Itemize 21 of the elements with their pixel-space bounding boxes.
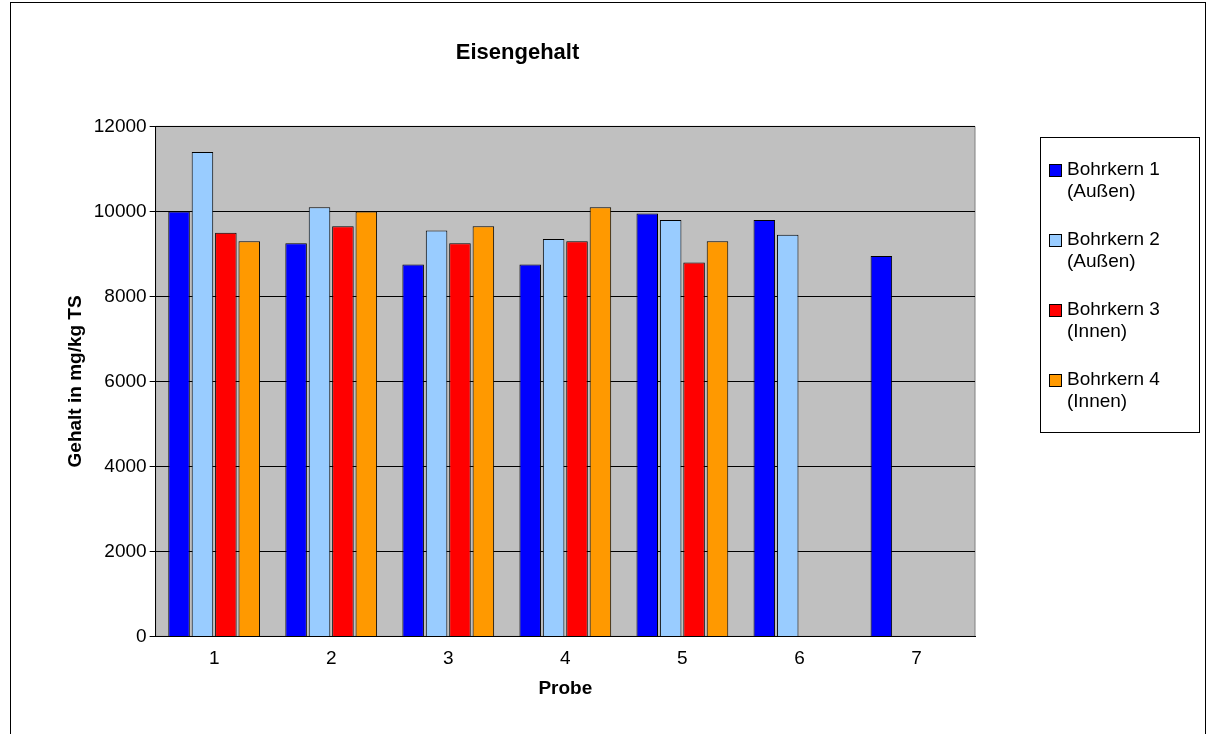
x-tick-label: 2 — [325, 647, 337, 669]
chart-title: Eisengehalt — [455, 39, 580, 65]
y-tick-label: 12000 — [93, 114, 147, 136]
x-tick-label: 6 — [794, 647, 805, 669]
legend-label: Bohrkern 3 (Innen) — [1067, 298, 1161, 342]
y-tick-label: 10000 — [93, 199, 147, 221]
y-tick-label: 2000 — [104, 539, 147, 561]
legend-label: Bohrkern 2 (Außen) — [1067, 228, 1161, 272]
y-tick-label: 8000 — [104, 284, 147, 306]
legend-label: Bohrkern 1 (Außen) — [1067, 158, 1161, 202]
y-tick-label: 6000 — [104, 369, 147, 391]
x-tick-label: 4 — [560, 647, 572, 669]
y-tick-label: 4000 — [104, 454, 147, 476]
x-tick-label: 1 — [208, 647, 220, 669]
y-tick-label: 0 — [136, 624, 147, 646]
y-axis-title: Gehalt in mg/kg TS — [63, 295, 85, 468]
x-tick-label: 5 — [677, 647, 688, 669]
x-axis-title: Probe — [538, 676, 593, 698]
x-tick-label: 3 — [442, 647, 454, 669]
x-tick-label: 7 — [911, 647, 922, 669]
legend-label: Bohrkern 4 (Innen) — [1067, 368, 1161, 412]
